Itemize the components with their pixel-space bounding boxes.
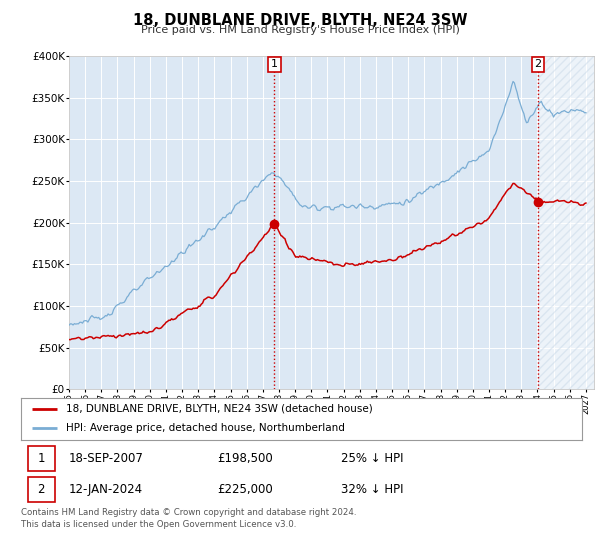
Text: 2: 2 [535,59,542,69]
Text: HPI: Average price, detached house, Northumberland: HPI: Average price, detached house, Nort… [66,423,345,433]
Text: Price paid vs. HM Land Registry's House Price Index (HPI): Price paid vs. HM Land Registry's House … [140,25,460,35]
Text: £198,500: £198,500 [217,452,273,465]
Bar [539,56,594,389]
Text: This data is licensed under the Open Government Licence v3.0.: This data is licensed under the Open Gov… [21,520,296,529]
Text: 18, DUNBLANE DRIVE, BLYTH, NE24 3SW: 18, DUNBLANE DRIVE, BLYTH, NE24 3SW [133,13,467,28]
Text: 2: 2 [37,483,45,496]
Text: 25% ↓ HPI: 25% ↓ HPI [341,452,403,465]
FancyBboxPatch shape [28,477,55,502]
Text: 32% ↓ HPI: 32% ↓ HPI [341,483,403,496]
Text: 18, DUNBLANE DRIVE, BLYTH, NE24 3SW (detached house): 18, DUNBLANE DRIVE, BLYTH, NE24 3SW (det… [66,404,373,414]
Text: 1: 1 [271,59,278,69]
Text: 12-JAN-2024: 12-JAN-2024 [68,483,143,496]
Text: Contains HM Land Registry data © Crown copyright and database right 2024.: Contains HM Land Registry data © Crown c… [21,508,356,517]
Text: 18-SEP-2007: 18-SEP-2007 [68,452,143,465]
Text: £225,000: £225,000 [217,483,273,496]
Text: 1: 1 [37,452,45,465]
FancyBboxPatch shape [28,446,55,470]
